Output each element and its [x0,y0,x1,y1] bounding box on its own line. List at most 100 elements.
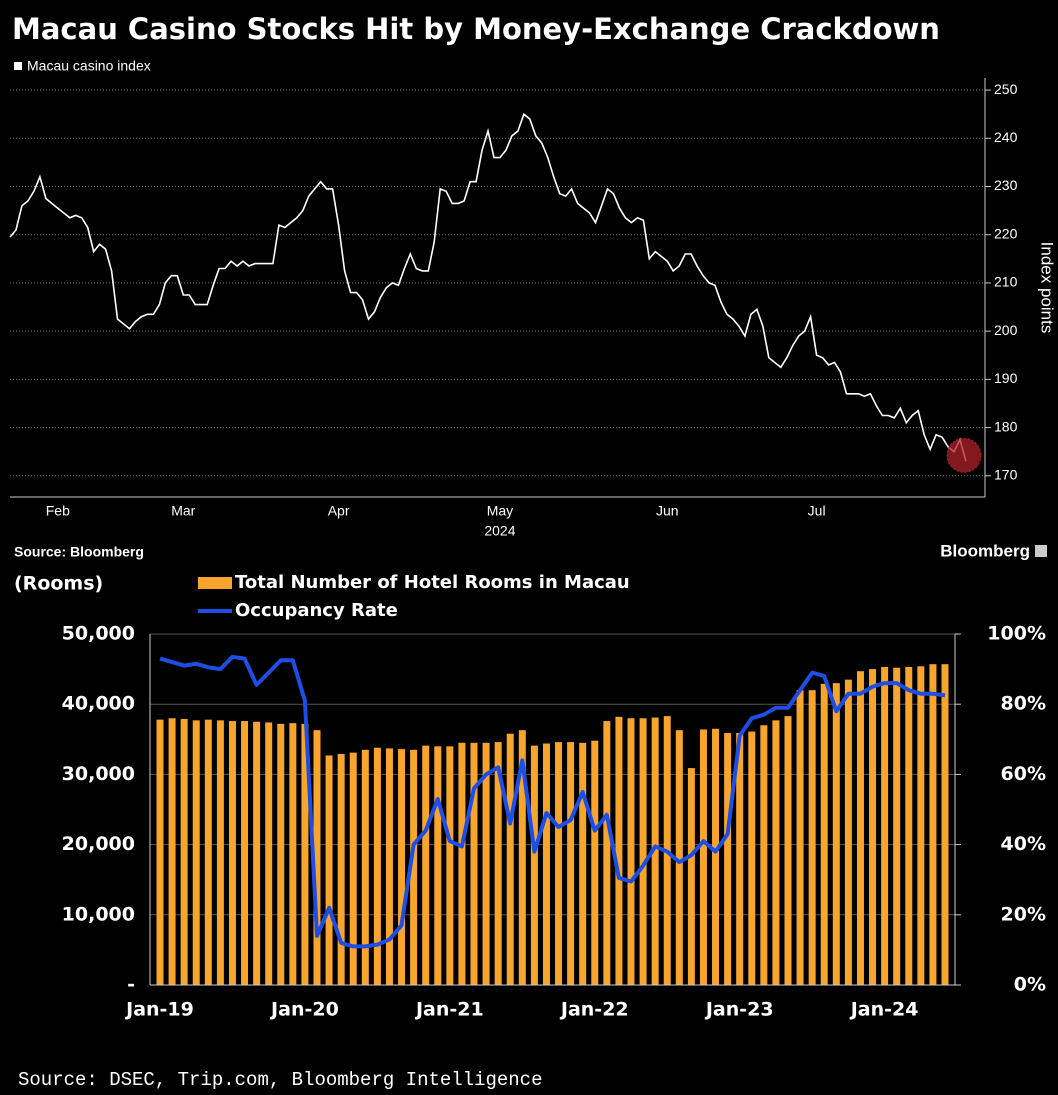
bar [796,690,804,985]
bar [325,755,333,985]
x-tick-label: Jan-21 [414,999,484,1021]
bar [808,690,816,985]
y2-tick-label: 0% [1014,974,1046,996]
bar [458,742,466,985]
x-tick-label: Jan-20 [269,999,339,1021]
line-series [159,654,946,949]
y2-tick-label: 80% [1001,693,1046,715]
bar [168,718,176,985]
bar [724,732,732,985]
bar [844,679,852,985]
bar [470,742,478,985]
x-tick-label: Jun [656,503,679,519]
bar [337,754,345,985]
bar [410,749,418,985]
bar [180,718,188,985]
bar [615,716,623,985]
bar [784,716,792,985]
bar [253,721,261,985]
x-tick-label: Jan-23 [704,999,774,1021]
bar [881,666,889,985]
bar [542,743,550,985]
x-tick-label: Jan-22 [559,999,629,1021]
y-tick-label: 170 [994,466,1018,482]
bar [555,742,563,985]
y-tick-label: 220 [994,225,1018,241]
bar [748,731,756,985]
brand-icon [1035,545,1047,557]
bar [216,720,224,985]
bar [349,752,357,985]
x-tick-label: Mar [171,503,195,519]
x-tick-label: Apr [328,503,350,519]
bar [591,740,599,985]
bar [506,733,514,985]
y-tick-label: 230 [994,177,1018,193]
bar [301,723,309,985]
y2-tick-label: 40% [1001,833,1046,855]
bar [712,728,720,985]
legend-swatch [198,577,232,589]
brand: Bloomberg [940,541,1030,560]
source: Source: DSEC, Trip.com, Bloomberg Intell… [18,1069,543,1091]
legend-swatch [14,62,22,70]
bar [446,746,454,985]
legend-label: Total Number of Hotel Rooms in Macau [235,572,630,593]
y-axis-label: Index points [1038,242,1057,334]
bar [398,749,406,985]
bar [156,719,164,985]
x-axis-label: 2024 [484,523,515,539]
bar [385,748,393,985]
bar [241,721,249,985]
y-tick-label: 40,000 [62,693,135,715]
bar [675,730,683,985]
bar [289,723,297,985]
source: Source: Bloomberg [14,544,144,560]
x-tick-label: Jul [808,503,826,519]
bar [373,747,381,985]
bar [905,666,913,985]
bar [494,742,502,985]
highlight-marker [946,437,982,473]
bar [567,742,575,985]
y-tick-label: - [127,974,135,996]
bar [482,742,490,985]
bar [627,718,635,985]
x-tick-label: Jan-24 [849,999,919,1021]
y-tick-label: 240 [994,129,1018,145]
bar [687,768,695,985]
chart-title: Macau Casino Stocks Hit by Money-Exchang… [12,12,940,46]
bar [917,666,925,985]
bar [277,723,285,985]
line-series [9,112,967,462]
legend-label: Occupancy Rate [235,600,398,621]
bar [651,717,659,985]
y-axis-label: (Rooms) [14,573,103,595]
bar [204,719,212,985]
bar [820,683,828,985]
bar [434,746,442,985]
bar [361,749,369,985]
bar [265,722,273,985]
y-tick-label: 20,000 [62,833,135,855]
bar [639,718,647,985]
bar [422,745,430,985]
y-tick-label: 180 [994,418,1018,434]
bar [603,721,611,985]
bar [760,725,768,985]
x-tick-label: Feb [46,503,70,519]
y-tick-label: 10,000 [62,903,135,925]
bar [313,730,321,985]
y2-tick-label: 20% [1001,903,1046,925]
bar [699,729,707,985]
bar [228,721,236,985]
bar [893,667,901,985]
bar [192,720,200,985]
y2-tick-label: 60% [1001,763,1046,785]
bar [856,671,864,985]
bar [518,730,526,985]
bar [832,683,840,985]
y-tick-label: 250 [994,81,1018,97]
y2-tick-label: 100% [987,623,1046,645]
